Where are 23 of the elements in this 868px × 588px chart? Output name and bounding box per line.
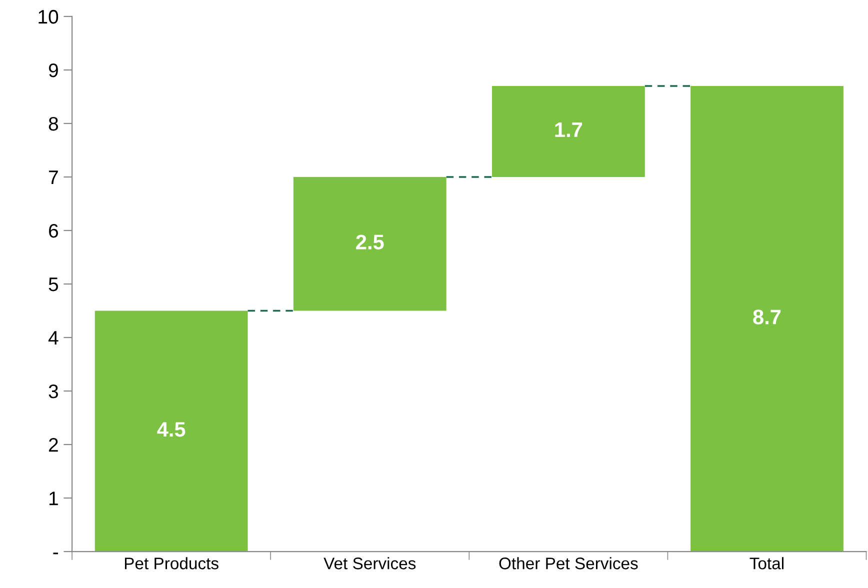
data-label: 8.7 bbox=[753, 310, 781, 324]
y-tick-label: 9 bbox=[48, 63, 58, 78]
bar bbox=[492, 86, 645, 177]
bar bbox=[690, 86, 844, 552]
x-tick-label: Total bbox=[750, 557, 784, 570]
x-tick-label: Vet Services bbox=[324, 557, 416, 570]
data-label: 1.7 bbox=[555, 122, 582, 137]
y-tick-label: 4 bbox=[48, 331, 58, 345]
y-tick-label: 1 bbox=[50, 492, 58, 506]
x-tick-label: Pet Products bbox=[124, 557, 218, 570]
bar bbox=[293, 176, 446, 311]
y-tick-label: - bbox=[53, 552, 58, 554]
data-label: 4.5 bbox=[157, 422, 186, 437]
y-tick-label: 2 bbox=[49, 438, 58, 452]
y-tick-label: 7 bbox=[49, 170, 58, 184]
y-tick-label: 10 bbox=[38, 10, 58, 24]
y-tick-label: 8 bbox=[48, 116, 58, 131]
y-tick-label: 6 bbox=[49, 224, 58, 238]
y-tick-label: 5 bbox=[48, 278, 58, 292]
y-tick-label: 3 bbox=[48, 384, 58, 398]
data-label: 2.5 bbox=[356, 234, 384, 250]
x-tick-label: Other Pet Services bbox=[499, 557, 638, 570]
bar bbox=[94, 310, 248, 552]
